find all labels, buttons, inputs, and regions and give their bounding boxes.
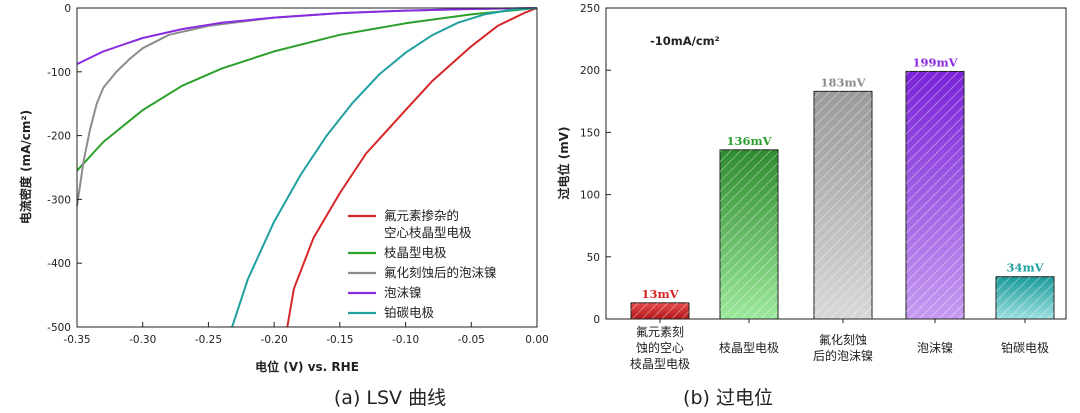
lsv-x-axis-title: 电位 (V) vs. RHE — [255, 359, 359, 374]
lsv-x-tick-label: -0.05 — [458, 334, 485, 346]
lsv-y-tick-label: -300 — [47, 194, 71, 206]
bar-hatch-0 — [631, 302, 689, 319]
bar-category-label: 氟化刻蚀后的泡沫镍 — [813, 333, 873, 363]
bar-hatch-2 — [814, 91, 872, 320]
bar-plot-frame — [605, 7, 1067, 320]
lsv-series-line-0 — [286, 7, 538, 328]
lsv-y-tick-label: -100 — [47, 67, 71, 79]
bar-y-tick-label: 50 — [587, 252, 600, 264]
lsv-series-line-1 — [76, 7, 538, 172]
bar-hatch-3 — [906, 71, 964, 319]
bar-y-axis-title: 过电位 (mV) — [556, 127, 571, 200]
overpotential-bars: 13mV 136mV 183mV 199mV 34mV — [630, 55, 1055, 320]
bar-value-label: 34mV — [1006, 261, 1044, 275]
bar-category-label: 枝晶型电极 — [719, 340, 779, 355]
lsv-y-tick-label: -500 — [47, 322, 71, 334]
lsv-chart: -0.35 -0.30 -0.25 -0.20 -0.15 -0.10 -0.05 0.00 … — [18, 3, 549, 409]
bar-value-label: 183mV — [820, 75, 866, 89]
lsv-series-line-3 — [76, 7, 538, 66]
lsv-x-tick-label: -0.15 — [326, 334, 353, 346]
bar-hatch-1 — [720, 149, 778, 319]
bar-y-tick-label: 200 — [580, 65, 600, 77]
lsv-caption: (a) LSV 曲线 — [334, 387, 446, 409]
lsv-x-tick-label: -0.35 — [63, 334, 90, 346]
bar-category-label: 铂碳电极 — [1001, 340, 1049, 355]
lsv-plot-frame — [76, 7, 538, 328]
bar-value-label: 136mV — [726, 134, 772, 148]
bar-value-label: 199mV — [912, 55, 958, 69]
lsv-y-tick-label: -200 — [47, 131, 71, 143]
lsv-x-tick-label: -0.20 — [261, 334, 288, 346]
lsv-series-lines — [76, 7, 538, 328]
bar-y-tick-label: 150 — [580, 127, 600, 139]
bar-y-tick-label: 100 — [580, 190, 600, 202]
lsv-legend-label: 氟化刻蚀后的泡沫镍 — [384, 265, 497, 280]
lsv-y-tick-label: -400 — [47, 258, 71, 270]
lsv-x-tick-label: -0.30 — [129, 334, 156, 346]
lsv-x-tick-label: -0.25 — [195, 334, 222, 346]
lsv-x-tick-label: 0.00 — [525, 334, 548, 346]
lsv-legend-label: 泡沫镍 — [384, 285, 422, 300]
lsv-legend-label: 枝晶型电极 — [384, 245, 447, 260]
bar-y-tick-label: 250 — [580, 3, 600, 15]
lsv-series-line-4 — [231, 7, 538, 328]
bar-value-label: 13mV — [641, 287, 679, 301]
bar-y-tick-label: 0 — [593, 314, 600, 326]
current-density-annotation: -10mA/cm² — [650, 34, 720, 48]
lsv-x-tick-label: -0.10 — [392, 334, 419, 346]
lsv-y-tick-label: 0 — [64, 3, 71, 15]
lsv-legend-label: 铂碳电极 — [384, 305, 435, 320]
bar-caption: (b) 过电位 — [683, 387, 773, 409]
bar-hatch-4 — [996, 276, 1054, 319]
bar-category-label: 泡沫镍 — [917, 341, 953, 355]
lsv-y-axis-title: 电流密度 (mA/cm²) — [18, 110, 33, 224]
bar-category-label: 氟元素刻蚀的空心枝晶型电极 — [630, 325, 690, 371]
lsv-legend-label: 氟元素掺杂的空心枝晶型电极 — [384, 208, 472, 240]
